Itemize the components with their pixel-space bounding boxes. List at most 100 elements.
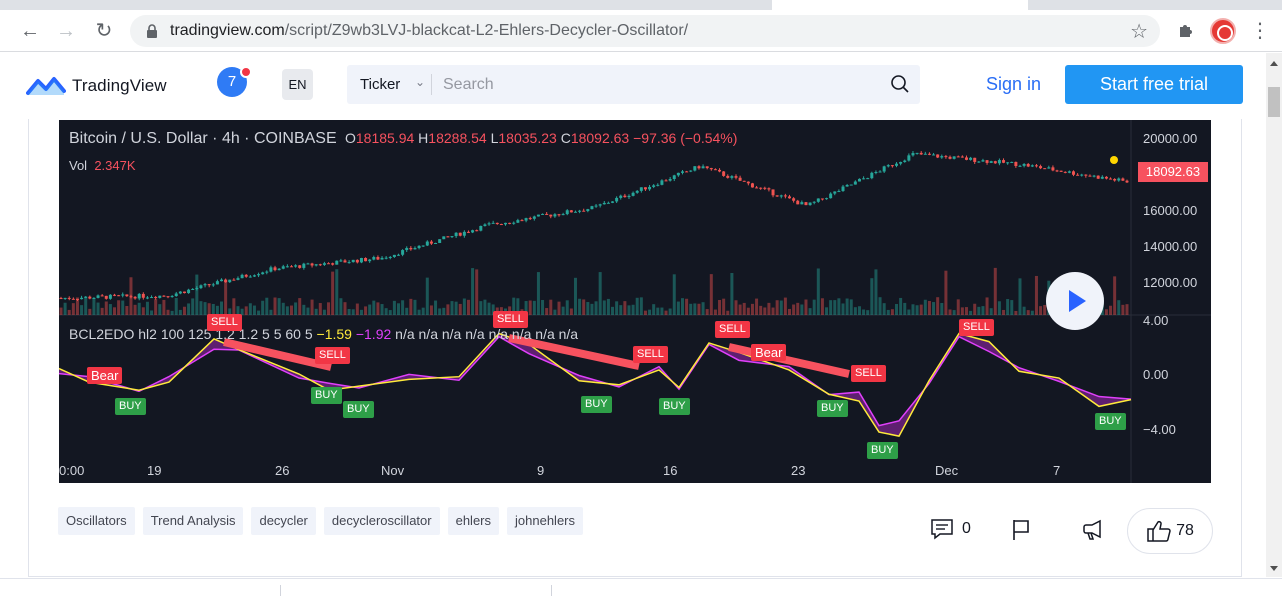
ohlc-high: 18288.54 [428,130,487,146]
candle-body [133,296,137,299]
candle-body [1059,170,1063,172]
volume-bar [1113,276,1117,315]
tag-johnehlers[interactable]: johnehlers [507,507,584,535]
candle-body [129,296,133,298]
scroll-thumb[interactable] [1268,87,1280,117]
volume-bar [133,304,137,315]
candle-body [203,284,207,286]
search-icon[interactable] [890,74,910,94]
tag-oscillators[interactable]: Oscillators [58,507,135,535]
time-tick: 23 [791,463,806,478]
volume-bar [71,303,75,315]
page-scrollbar[interactable] [1266,53,1282,577]
candle-body [870,172,874,179]
megaphone-icon[interactable] [1080,518,1104,542]
candle-body [993,161,997,164]
candle-body [483,224,487,226]
tag-decycler[interactable]: decycler [251,507,316,535]
play-replay-button[interactable] [1046,272,1104,330]
candle-body [899,161,903,164]
candle-body [718,169,722,172]
back-arrow-icon[interactable]: ← [20,20,40,42]
search-box[interactable]: Ticker ⌄ Search [347,65,920,104]
search-input[interactable]: Search [443,76,494,93]
chevron-down-icon[interactable]: ⌄ [415,75,426,89]
volume-bar [429,305,433,315]
candle-body [734,176,738,178]
volume-bar [985,297,989,315]
candle-body [294,265,298,267]
candle-body [154,297,158,299]
extensions-puzzle-icon[interactable] [1174,19,1198,43]
candle-body [281,266,285,269]
volume-bar [553,309,557,315]
candle-body [314,264,318,266]
volume-bar [248,303,252,315]
candle-body [882,166,886,172]
candle-body [944,156,948,158]
like-button[interactable]: 78 [1127,508,1213,554]
price-chart[interactable]: Bitcoin / U.S. Dollar · 4h · COINBASE O1… [59,120,1211,483]
candle-body [63,297,67,299]
address-bar[interactable]: tradingview.com/script/Z9wb3LVJ-blackcat… [130,15,1160,47]
candle-body [952,156,956,159]
start-free-trial-button[interactable]: Start free trial [1065,65,1243,104]
reload-icon[interactable]: ↻ [95,20,113,42]
candle-body [1063,171,1067,173]
comments-button[interactable]: 0 [930,518,971,540]
profile-avatar[interactable] [1210,18,1236,44]
volume-bar [561,306,565,315]
candle-body [516,220,520,223]
candle-body [215,281,219,285]
volume-bar [359,309,363,315]
indicator-name[interactable]: BCL2EDO hl2 100 125 1.2 1.2 5 5 60 5 [69,326,313,342]
volume-bar [977,306,981,315]
browser-menu-icon[interactable]: ⋮ [1250,20,1270,42]
volume-bar [804,299,808,315]
bookmark-star-icon[interactable]: ☆ [1130,21,1148,43]
scroll-down-arrow-icon[interactable] [1270,566,1278,571]
tag-ehlers[interactable]: ehlers [447,507,500,535]
tradingview-logo[interactable]: TradingView [26,73,167,99]
volume-bar [742,302,746,315]
volume-bar [187,303,191,315]
volume-bar [458,303,462,315]
candle-body [862,178,866,180]
browser-tab-active[interactable] [772,0,1028,10]
volume-bar [125,305,129,315]
volume-bar [322,309,326,315]
ticker-dropdown[interactable]: Ticker [360,76,401,93]
candle-body [150,297,154,299]
volume-bar [129,277,133,315]
candle-body [606,202,610,204]
candle-body [1117,178,1121,181]
candle-body [1100,176,1104,179]
volume-bar [788,308,792,315]
symbol-name[interactable]: Bitcoin / U.S. Dollar [69,130,208,147]
volume-bar [232,298,236,315]
tag-decycleroscillator[interactable]: decycleroscillator [323,507,440,535]
tag-trend-analysis[interactable]: Trend Analysis [142,507,244,535]
volume-bar [479,301,483,315]
candle-body [783,195,787,197]
candle-body [652,185,656,187]
candle-body [973,157,977,162]
candle-body [845,184,849,187]
candle-body [726,175,730,178]
volume-bar [425,277,429,315]
candle-body [528,218,532,220]
sign-in-link[interactable]: Sign in [986,74,1042,94]
candle-body [450,236,454,238]
forward-arrow-icon[interactable]: → [56,20,76,42]
buy-signal: BUY [581,396,612,413]
language-selector[interactable]: EN [282,69,313,100]
candle-body [339,260,343,262]
candle-body [388,256,392,258]
price-axis[interactable]: 20000.00 16000.00 14000.00 12000.00 4.00… [1131,120,1211,483]
volume-bar [973,303,977,315]
scroll-up-arrow-icon[interactable] [1270,61,1278,66]
candle-body [989,161,993,163]
flag-icon[interactable] [1010,518,1032,542]
volume-bar [1030,310,1034,315]
volume-bar [265,297,269,315]
